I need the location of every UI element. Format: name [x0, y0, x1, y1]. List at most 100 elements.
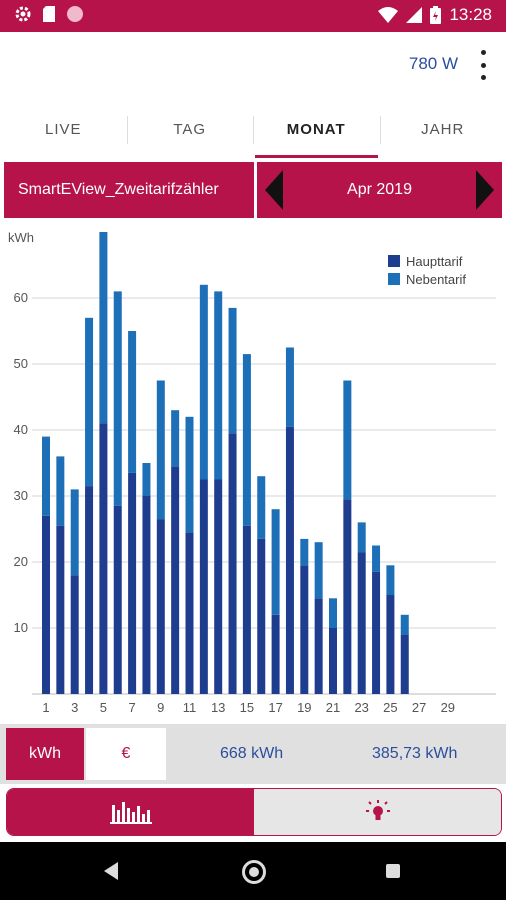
bar-nebentarif-day-16 — [257, 476, 266, 539]
x-tick-label: 7 — [128, 700, 135, 715]
x-tick-label: 3 — [71, 700, 78, 715]
x-tick-label: 19 — [297, 700, 311, 715]
x-tick-label: 21 — [326, 700, 340, 715]
legend-item-haupttarif: Haupttarif — [388, 252, 466, 270]
bar-nebentarif-day-22 — [343, 380, 352, 500]
chart-legend: Haupttarif Nebentarif — [388, 252, 466, 288]
bar-nebentarif-day-13 — [214, 291, 223, 480]
x-tick-label: 23 — [354, 700, 368, 715]
x-tick-label: 17 — [268, 700, 282, 715]
x-tick-label: 13 — [211, 700, 225, 715]
bar-nebentarif-day-8 — [142, 463, 151, 496]
meter-select-button[interactable]: SmartEView_Zweitarifzähler — [4, 162, 254, 218]
y-tick-label: 30 — [14, 488, 28, 503]
bar-nebentarif-day-26 — [400, 614, 409, 635]
view-toggle — [6, 788, 502, 836]
bar-haupttarif-day-4 — [85, 486, 94, 694]
period-selector: SmartEView_Zweitarifzähler Apr 2019 — [4, 162, 502, 218]
kwh-unit-button[interactable]: kWh — [6, 728, 84, 780]
bar-haupttarif-day-13 — [214, 479, 223, 694]
bar-haupttarif-day-6 — [113, 505, 122, 694]
overflow-menu-icon[interactable] — [478, 50, 488, 80]
bar-nebentarif-day-10 — [171, 410, 180, 467]
bar-haupttarif-day-17 — [271, 614, 280, 694]
bar-haupttarif-day-21 — [329, 628, 337, 694]
bar-nebentarif-day-25 — [386, 565, 395, 595]
unit-summary-bar: kWh € 668 kWh 385,73 kWh — [0, 724, 506, 784]
wifi-icon — [378, 7, 399, 23]
y-tick-label: 10 — [14, 620, 28, 635]
total-energy: 668 kWh — [220, 745, 284, 762]
bar-nebentarif-day-23 — [357, 522, 366, 553]
bar-haupttarif-day-16 — [257, 538, 266, 694]
x-tick-label: 5 — [100, 700, 107, 715]
bar-nebentarif-day-9 — [156, 380, 165, 520]
bar-haupttarif-day-15 — [242, 525, 251, 694]
bar-nebentarif-day-12 — [199, 284, 208, 480]
bar-nebentarif-day-7 — [128, 331, 137, 473]
power-reading: 780 W — [408, 54, 458, 73]
bar-haupttarif-day-10 — [171, 466, 180, 694]
bar-nebentarif-day-24 — [372, 545, 381, 572]
bar-haupttarif-day-25 — [386, 595, 395, 694]
back-icon[interactable] — [104, 862, 118, 880]
legend-swatch-haupttarif — [388, 255, 400, 267]
home-icon[interactable] — [242, 860, 266, 884]
x-tick-label: 15 — [240, 700, 254, 715]
next-month-button[interactable] — [476, 170, 494, 210]
bar-nebentarif-day-20 — [314, 542, 323, 599]
record-icon — [67, 6, 83, 22]
bar-haupttarif-day-3 — [70, 575, 79, 694]
previous-month-button[interactable] — [265, 170, 283, 210]
chart-view-button[interactable] — [7, 789, 254, 835]
legend-item-nebentarif: Nebentarif — [388, 270, 466, 288]
status-bar: 13:28 — [0, 0, 506, 32]
bar-nebentarif-day-14 — [228, 307, 237, 434]
bar-haupttarif-day-18 — [285, 426, 294, 694]
x-tick-label: 29 — [441, 700, 455, 715]
bar-nebentarif-day-4 — [85, 317, 94, 487]
period-box: Apr 2019 — [257, 162, 502, 218]
tab-jahr[interactable]: JAHR — [379, 104, 506, 158]
app-bar: 780 W — [0, 32, 506, 102]
bar-nebentarif-day-18 — [285, 347, 294, 427]
bar-nebentarif-day-2 — [56, 456, 65, 526]
x-tick-label: 11 — [183, 700, 197, 715]
legend-label-haupttarif: Haupttarif — [406, 253, 463, 269]
tab-monat[interactable]: MONAT — [253, 104, 380, 158]
legend-swatch-nebentarif — [388, 273, 400, 285]
bar-haupttarif-day-2 — [56, 525, 65, 694]
tab-live[interactable]: LIVE — [44, 121, 82, 138]
bar-nebentarif-day-1 — [42, 436, 50, 516]
bar-haupttarif-day-26 — [400, 634, 409, 694]
clock: 13:28 — [449, 5, 492, 24]
x-tick-label: 25 — [383, 700, 397, 715]
system-nav-bar — [0, 842, 506, 900]
period-label: Apr 2019 — [347, 181, 412, 198]
y-tick-label: 20 — [14, 554, 28, 569]
tips-view-button[interactable] — [254, 789, 501, 835]
bar-nebentarif-day-6 — [113, 291, 122, 506]
sd-card-icon — [43, 6, 55, 22]
bar-haupttarif-day-12 — [199, 479, 208, 694]
y-tick-label: 50 — [14, 356, 28, 371]
tab-tag[interactable]: TAG — [126, 104, 254, 158]
bar-nebentarif-day-17 — [271, 509, 280, 615]
recent-apps-icon[interactable] — [386, 864, 400, 878]
y-tick-label: 60 — [14, 290, 28, 305]
signal-icon — [406, 7, 423, 23]
bar-haupttarif-day-5 — [99, 423, 108, 694]
total-cost: 385,73 kWh — [372, 745, 458, 762]
bar-chart-icon — [109, 802, 152, 824]
bar-nebentarif-day-19 — [300, 538, 309, 566]
legend-label-nebentarif: Nebentarif — [406, 271, 466, 287]
bar-haupttarif-day-23 — [357, 552, 366, 694]
bar-haupttarif-day-8 — [142, 496, 151, 694]
bar-haupttarif-day-24 — [372, 571, 381, 694]
bar-haupttarif-day-14 — [228, 433, 237, 694]
x-tick-label: 9 — [157, 700, 164, 715]
bar-nebentarif-day-21 — [329, 598, 337, 628]
euro-unit-button[interactable]: € — [86, 728, 166, 780]
bar-nebentarif-day-11 — [185, 416, 194, 533]
